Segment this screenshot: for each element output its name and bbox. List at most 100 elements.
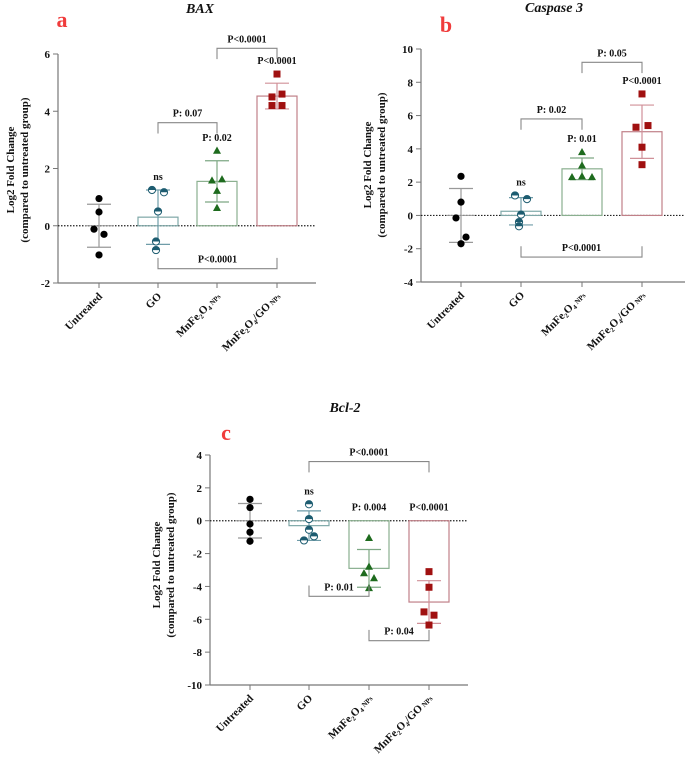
data-point [147,185,157,195]
data-point [522,195,532,204]
bracket-label: P<0.0001 [198,255,237,266]
x-tick-label: MnFe₂O₄NPs [326,692,375,741]
significance-label: P<0.0001 [257,56,296,67]
y-tick-label: 2 [45,164,51,176]
panel-a: BAX a Log2 Fold Change (compared to untreat… [5,2,316,354]
y-tick-label: -2 [404,244,414,256]
data-point [638,143,646,151]
data-point [568,172,576,181]
x-tick-label: MnFe₂O₄/GONPs [585,289,648,352]
data-point-fill [305,526,313,530]
y-tick-label: -6 [193,614,203,626]
y-tick-label: 4 [45,106,51,118]
data-point-fill [515,222,523,227]
x-tick-label: MnFe₂O₄NPs [174,290,223,339]
y-axis-label-sub: (compared to untreated group) [165,492,177,637]
significance-label: ns [304,486,314,497]
data-point [638,90,646,98]
x-tick-label: Untreated [425,290,467,332]
data-point [304,525,314,534]
panel-b: Caspase 3 b Log2 Fold Change (compared to u… [362,1,685,353]
data-point [246,528,254,536]
y-axis-label-sub: (compared to untreated group) [19,97,31,242]
data-point-fill [152,246,160,251]
data-point-fill [148,186,156,190]
data-point [514,222,524,231]
bracket-label: P: 0.07 [173,109,202,120]
data-point [309,532,319,541]
bracket-label: P: 0.02 [537,105,566,116]
y-tick-label: 2 [408,177,414,189]
data-point [644,122,652,130]
bracket-label: P: 0.04 [384,627,413,638]
data-point [278,90,286,98]
x-tick-label: Untreated [63,291,105,333]
y-tick-label: -10 [187,680,202,692]
data-point [159,188,169,197]
bracket-label: P: 0.01 [324,582,353,593]
data-point [246,495,254,503]
data-point [365,533,373,541]
data-point-fill [305,500,313,505]
data-point-fill [515,218,523,223]
data-point [457,240,465,248]
y-tick-label: 6 [45,49,51,61]
data-point-fill [517,210,525,215]
data-point [425,583,433,591]
data-point [268,102,276,110]
y-tick-label: 4 [197,450,203,462]
y-tick-label: 4 [408,144,414,156]
data-point [151,237,161,246]
data-point [304,500,314,509]
data-point [95,251,103,259]
comparison-bracket [520,246,643,258]
significance-label: ns [153,172,163,183]
y-tick-label: 10 [402,44,414,56]
bracket-label: P<0.0001 [227,34,266,45]
y-tick-label: -2 [193,549,203,561]
data-point [430,611,438,619]
data-point [370,574,378,582]
data-point [208,176,216,184]
data-point-fill [310,532,318,537]
y-axis-label: Log2 Fold Change [5,126,17,213]
data-point [246,537,254,545]
data-point [578,147,586,156]
data-point [95,194,103,203]
significance-label: ns [516,177,526,188]
data-point-fill [300,536,308,541]
data-point-fill [305,515,313,520]
comparison-bracket [368,629,430,642]
comparison-bracket [581,61,643,74]
comparison-bracket [520,118,583,130]
bracket-label: P<0.0001 [562,243,601,254]
data-point [452,214,460,222]
data-point [246,520,254,528]
y-tick-label: 8 [408,77,414,89]
x-tick-label: GO [295,692,316,713]
significance-label: P: 0.01 [567,134,596,145]
data-point [100,230,108,238]
data-point [632,123,640,131]
significance-label: P: 0.004 [352,503,386,514]
data-point-fill [152,237,160,242]
significance-label: P<0.0001 [622,76,661,87]
chart-title: Caspase 3 [525,1,583,16]
data-point [457,198,465,206]
data-point [457,172,465,180]
data-point-fill [511,191,519,196]
x-tick-label: MnFe₂O₄/GONPs [220,290,283,353]
y-tick-label: -4 [404,277,414,289]
y-tick-label: -2 [41,278,51,290]
y-tick-label: 6 [408,111,414,123]
data-point-fill [523,195,531,200]
chart-title: Bcl-2 [328,401,360,416]
panel-letter: c [221,420,231,445]
data-point-fill [154,207,162,212]
data-point [425,621,433,629]
y-tick-label: 0 [197,516,203,528]
data-point [510,191,520,200]
x-tick-label: MnFe₂O₄NPs [539,289,588,338]
data-point-fill [160,188,168,193]
